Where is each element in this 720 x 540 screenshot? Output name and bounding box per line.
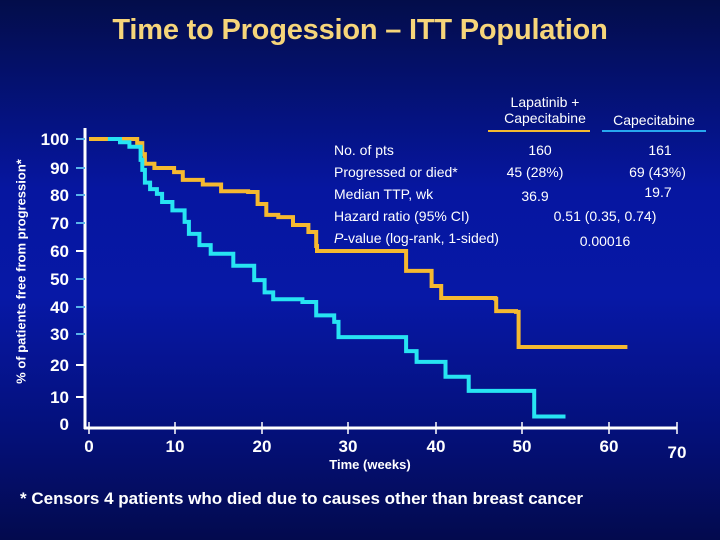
x-tick-label: 50 (513, 437, 532, 456)
column-header-lapatinib-capecitabine: Lapatinib + Capecitabine (480, 94, 610, 126)
km-curve-lapatinib-capecitabine (89, 137, 628, 349)
p-label-rest: -value (log-rank, 1-sided) (343, 230, 499, 246)
x-tick-label: 30 (339, 437, 358, 456)
row-label-hazard-ratio: Hazard ratio (95% CI) (334, 208, 470, 224)
km-curve-capecitabine (107, 137, 566, 419)
row-label-no-pts: No. of pts (334, 142, 394, 158)
header-underline-capecitabine (602, 130, 706, 132)
row-label-median-ttp: Median TTP, wk (334, 186, 434, 202)
y-tick-label: 10 (50, 388, 69, 407)
y-tick-label: 70 (50, 214, 69, 233)
footnote: * Censors 4 patients who died due to cau… (20, 489, 584, 508)
y-tick-label: 60 (50, 242, 69, 261)
value-median-ttp-lapatinib: 36.9 (521, 188, 549, 204)
y-tick-label: 50 (50, 270, 69, 289)
y-tick-label: 30 (50, 325, 69, 344)
x-tick-label: 40 (427, 437, 446, 456)
value-median-ttp-capecitabine: 19.7 (644, 184, 672, 200)
y-tick-label: 20 (50, 356, 69, 375)
value-progressed-capecitabine: 69 (43%) (629, 164, 686, 180)
row-label-p-value: P-value (log-rank, 1-sided) (334, 230, 499, 246)
column-header-capecitabine: Capecitabine (613, 112, 695, 128)
value-p-value: 0.00016 (579, 233, 631, 249)
y-tick-label: 80 (50, 186, 69, 205)
header-underline-lapatinib (488, 130, 590, 132)
x-tick-label: 60 (600, 437, 619, 456)
x-tick-label: 10 (166, 437, 185, 456)
value-progressed-lapatinib: 45 (28%) (506, 164, 564, 180)
y-tick-label: 90 (50, 159, 69, 178)
column-header-line2: Capecitabine (504, 110, 586, 126)
curves-layer (89, 137, 628, 419)
p-italic: P (334, 230, 344, 246)
x-axis-title: Time (weeks) (329, 457, 410, 472)
slide-title: Time to Progession – ITT Population (112, 14, 608, 46)
x-tick-label: 0 (84, 437, 93, 456)
axes-layer: 0 10 20 30 40 50 60 70 80 90 100 0 10 20 30 40 50 60 70 (41, 128, 687, 462)
value-no-pts-capecitabine: 161 (648, 142, 672, 158)
value-hazard-ratio: 0.51 (0.35, 0.74) (553, 208, 657, 224)
row-label-progressed: Progressed or died* (334, 164, 458, 180)
y-tick-label: 100 (41, 130, 69, 149)
x-tick-label: 20 (253, 437, 272, 456)
value-no-pts-lapatinib: 160 (528, 142, 552, 158)
y-tick-label: 0 (60, 415, 69, 434)
y-tick-label: 40 (50, 298, 69, 317)
x-tick-label: 70 (668, 443, 687, 462)
column-header-line1: Lapatinib + (510, 94, 580, 110)
